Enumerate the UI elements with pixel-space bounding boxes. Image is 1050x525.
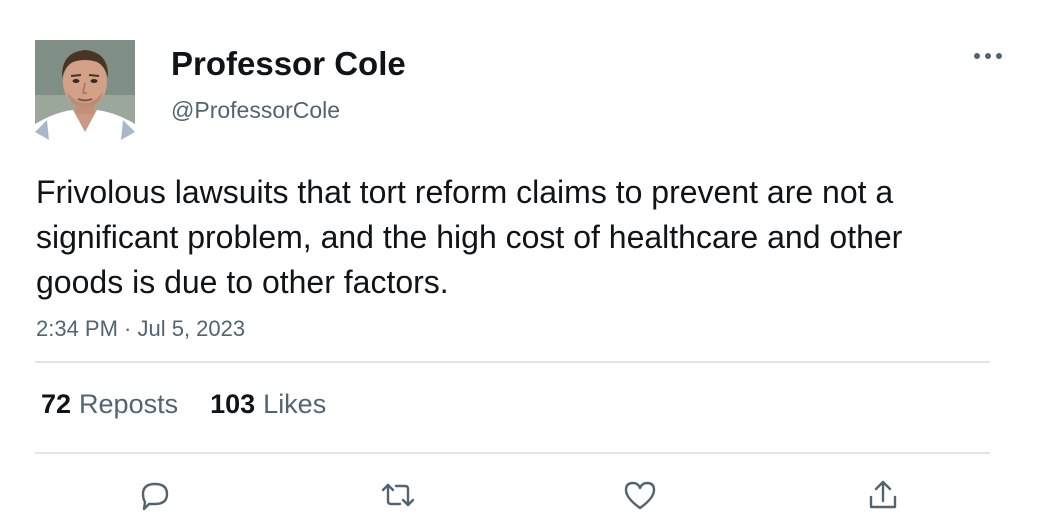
display-name[interactable]: Professor Cole xyxy=(171,45,406,82)
likes-label: Likes xyxy=(263,389,327,419)
avatar[interactable] xyxy=(35,40,135,140)
likes-count: 103 xyxy=(210,389,256,419)
reply-button[interactable] xyxy=(130,470,180,520)
divider xyxy=(35,361,990,363)
more-dots-icon xyxy=(974,53,1002,59)
retweet-arrows-icon xyxy=(381,483,415,507)
like-button[interactable] xyxy=(615,470,665,520)
divider xyxy=(35,452,990,454)
heart-icon xyxy=(624,481,656,510)
reposts-stat[interactable]: 72 Reposts xyxy=(41,387,178,421)
avatar-photo xyxy=(35,40,135,140)
user-handle[interactable]: @ProfessorCole xyxy=(171,97,341,123)
reposts-count: 72 xyxy=(41,389,72,419)
tweet-timestamp[interactable]: 2:34 PM · Jul 5, 2023 xyxy=(36,316,246,341)
action-bar xyxy=(0,470,1050,520)
repost-button[interactable] xyxy=(373,470,423,520)
share-button[interactable] xyxy=(858,470,908,520)
engagement-stats: 72 Reposts 103 Likes xyxy=(41,387,326,421)
reposts-label: Reposts xyxy=(79,389,179,419)
likes-stat[interactable]: 103 Likes xyxy=(210,387,326,421)
speech-bubble-icon xyxy=(141,482,169,511)
share-upload-icon xyxy=(869,480,897,509)
tweet-text: Frivolous lawsuits that tort reform clai… xyxy=(36,174,903,300)
more-options-button[interactable] xyxy=(966,40,1010,72)
